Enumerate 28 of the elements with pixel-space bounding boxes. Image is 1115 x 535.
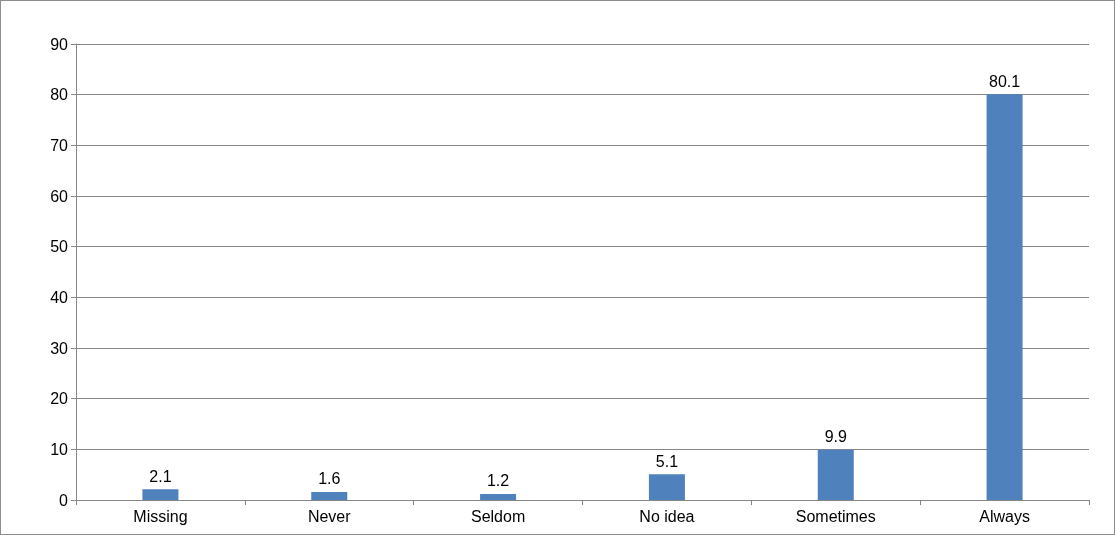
x-tick-label: No idea [639, 507, 695, 525]
x-tick-label: Missing [133, 507, 188, 525]
data-label: 1.6 [318, 470, 341, 488]
y-tick-label: 40 [50, 288, 69, 306]
data-label: 1.2 [486, 472, 510, 490]
y-tick-label: 30 [50, 339, 69, 357]
data-label: 2.1 [149, 467, 172, 485]
x-tick-label: Sometimes [795, 507, 876, 525]
data-label: 9.9 [824, 428, 847, 446]
y-tick-label: 60 [50, 187, 69, 205]
x-tick-label: Seldom [470, 507, 526, 525]
y-tick-label: 20 [50, 390, 69, 408]
data-label: 5.1 [655, 452, 679, 470]
y-tick-label: 10 [50, 440, 69, 458]
bar [648, 474, 685, 500]
data-label: 80.1 [989, 72, 1021, 90]
bar [986, 94, 1023, 500]
y-tick-label: 70 [50, 136, 69, 154]
x-tick-label: Always [979, 507, 1030, 525]
y-tick-label: 80 [50, 86, 69, 104]
bar [142, 489, 179, 500]
y-tick-label: 0 [59, 491, 69, 509]
y-tick-label: 50 [50, 238, 69, 256]
x-tick-label: Never [307, 507, 352, 525]
bar [480, 493, 517, 500]
y-tick-label: 90 [50, 35, 69, 53]
bar [311, 491, 348, 500]
bar [817, 449, 854, 500]
